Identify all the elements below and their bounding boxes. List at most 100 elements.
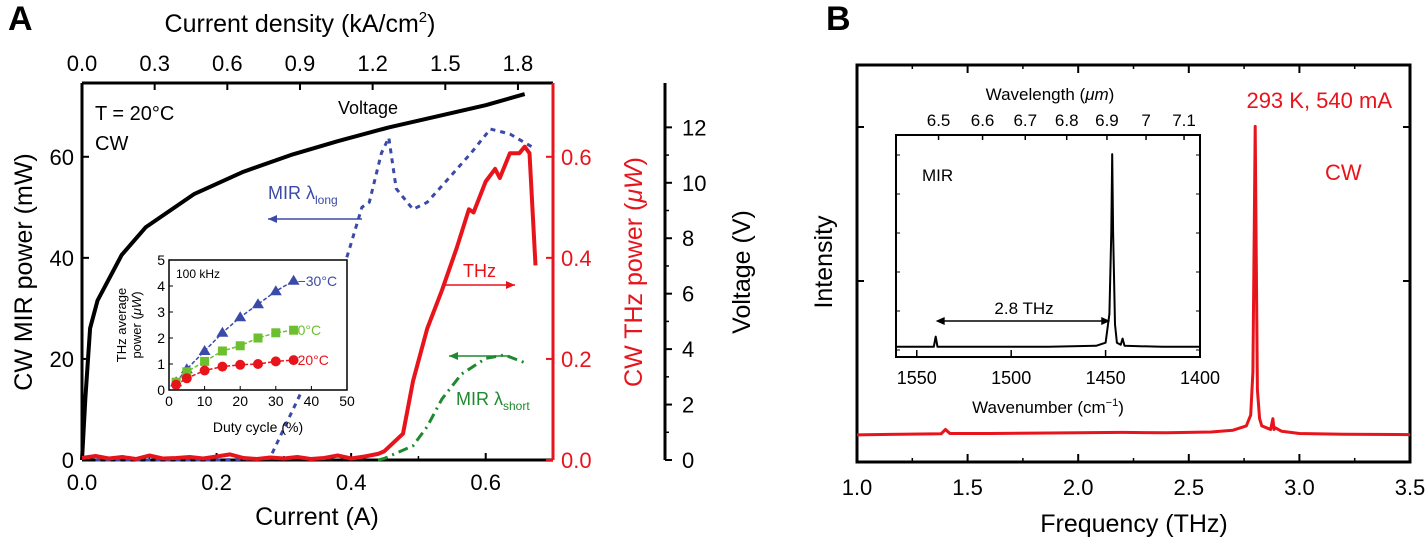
y-voltage-tick-label: 12 (682, 115, 706, 140)
inset-series-label: 0°C (298, 322, 322, 338)
series-voltage-line (80, 92, 526, 461)
inset-y-tick-label: 5 (157, 252, 165, 268)
inset-top-tick-label: 7 (1141, 111, 1150, 130)
panel-a-plot: 0.0 0.2 0.4 0.60.0 0.3 0.6 0.9 1.2 1.5 1.80204060… (50, 51, 707, 495)
y-left-tick-label: 60 (50, 145, 74, 170)
inset-circle-marker (235, 359, 246, 370)
top-tick-label: 1.2 (357, 51, 388, 76)
inset-triangle-marker (252, 298, 264, 309)
annotation-cw: CW (95, 133, 128, 155)
y-left-tick-label: 20 (50, 347, 74, 372)
top-tick-label: 1.5 (430, 51, 461, 76)
x-tick-label: 2.5 (1174, 475, 1205, 500)
panel-a-x-axis-title: Current (A) (255, 503, 379, 531)
annotation-voltage: Voltage (338, 98, 398, 118)
inset-x-tick-label: 1550 (897, 368, 937, 388)
inset-x-tick-label: 0 (165, 393, 173, 409)
inset-top-tick-label: 6.5 (927, 111, 951, 130)
inset-circle-marker (253, 359, 263, 369)
annotation-thz: THz (463, 261, 496, 281)
inset-a-x-axis-title: Duty cycle (%) (213, 419, 303, 435)
inset-y-tick-label: 0 (157, 382, 165, 398)
x-tick-label: 2.0 (1063, 475, 1094, 500)
annotation-mir-short: MIR λshort (456, 389, 530, 413)
x-tick-label: 0.0 (67, 470, 98, 495)
top-tick-label: 0.3 (139, 51, 170, 76)
y-left-tick-label: 0 (62, 448, 74, 473)
top-tick-label: 0.9 (285, 51, 316, 76)
inset-circle-marker (171, 379, 182, 390)
panel-b-y-axis-title: Intensity (810, 215, 838, 309)
inset-series-line (175, 280, 294, 383)
y-left-tick-label: 40 (50, 246, 74, 271)
inset-square-marker (271, 328, 281, 338)
y-voltage-tick-label: 2 (682, 393, 694, 418)
inset-b-label: MIR (922, 166, 953, 185)
y-voltage-tick-label: 8 (682, 226, 694, 251)
x-tick-label: 1.0 (842, 475, 873, 500)
x-tick-label: 0.2 (201, 470, 232, 495)
top-tick-label: 0.0 (67, 51, 98, 76)
inset-x-tick-label: 1500 (991, 368, 1031, 388)
inset-circle-marker (270, 356, 281, 367)
inset-square-marker (182, 367, 192, 377)
panel-a-top-axis-title: Current density (kA/cm2) (165, 9, 436, 38)
annotation-cw-b: CW (1325, 160, 1362, 185)
panel-a-voltage-axis-title: Voltage (V) (728, 210, 756, 334)
mir-short-arrow-head (449, 352, 458, 360)
x-tick-label: 0.4 (336, 470, 367, 495)
inset-square-marker (289, 325, 299, 335)
panel-a-right-axis-title: CW THz power (μW) (620, 157, 648, 387)
inset-x-tick-label: 1450 (1086, 368, 1126, 388)
inset-a-y-axis-title-2: power (μW) (129, 291, 144, 358)
top-tick-label: 1.8 (503, 51, 534, 76)
inset-series-label: −30°C (298, 273, 337, 289)
inset-triangle-marker (287, 274, 300, 285)
y-right-tick-label: 0.2 (561, 347, 592, 372)
y-voltage-tick-label: 0 (682, 448, 694, 473)
panel-a-label: A (8, 0, 33, 38)
inset-b-arrow-label: 2.8 THz (994, 299, 1053, 318)
inset-top-tick-label: 7.1 (1172, 111, 1196, 130)
inset-b-x-axis-title: Wavenumber (cm−1) (972, 397, 1124, 417)
spectrum-thz-line (856, 124, 1411, 437)
inset-a-note: 100 kHz (176, 267, 220, 281)
inset-x-tick-label: 20 (232, 393, 248, 409)
inset-x-tick-label: 50 (339, 393, 355, 409)
double-arrow-left-head (935, 317, 945, 325)
inset-square-marker (253, 333, 263, 343)
panel-b-label: B (826, 0, 851, 38)
annotation-condition: 293 K, 540 mA (1246, 88, 1392, 113)
inset-circle-marker (199, 365, 210, 376)
inset-triangle-marker (216, 326, 229, 337)
inset-b-top-axis-title: Wavelength (μm) (986, 85, 1115, 104)
x-tick-label: 3.5 (1395, 475, 1426, 500)
inset-y-tick-label: 3 (157, 304, 165, 320)
inset-b-frame (895, 134, 1201, 358)
inset-y-tick-label: 1 (157, 356, 165, 372)
inset-top-tick-label: 6.8 (1055, 111, 1079, 130)
inset-x-tick-label: 30 (268, 393, 284, 409)
inset-top-tick-label: 6.7 (1013, 111, 1037, 130)
y-voltage-tick-label: 6 (682, 282, 694, 307)
inset-circle-marker (288, 355, 299, 366)
inset-triangle-marker (198, 345, 211, 355)
inset-triangle-marker (269, 285, 282, 296)
y-voltage-tick-label: 10 (682, 171, 706, 196)
top-tick-label: 0.6 (212, 51, 243, 76)
annotation-mir-long: MIR λlong (268, 183, 338, 207)
series-mirshort-line (377, 353, 528, 462)
inset-top-tick-label: 6.6 (971, 111, 995, 130)
inset-x-tick-label: 10 (197, 393, 213, 409)
inset-triangle-marker (234, 311, 247, 322)
inset-top-tick-label: 6.9 (1095, 111, 1119, 130)
inset-square-marker (235, 341, 245, 351)
mir-spectrum-line (896, 153, 1200, 348)
y-right-tick-label: 0.0 (561, 448, 592, 473)
inset-series-label: 20°C (298, 352, 329, 368)
double-arrow-right-head (1101, 317, 1111, 325)
y-right-tick-label: 0.6 (561, 145, 592, 170)
x-tick-label: 3.0 (1284, 475, 1315, 500)
thz-arrow-head (506, 281, 515, 289)
